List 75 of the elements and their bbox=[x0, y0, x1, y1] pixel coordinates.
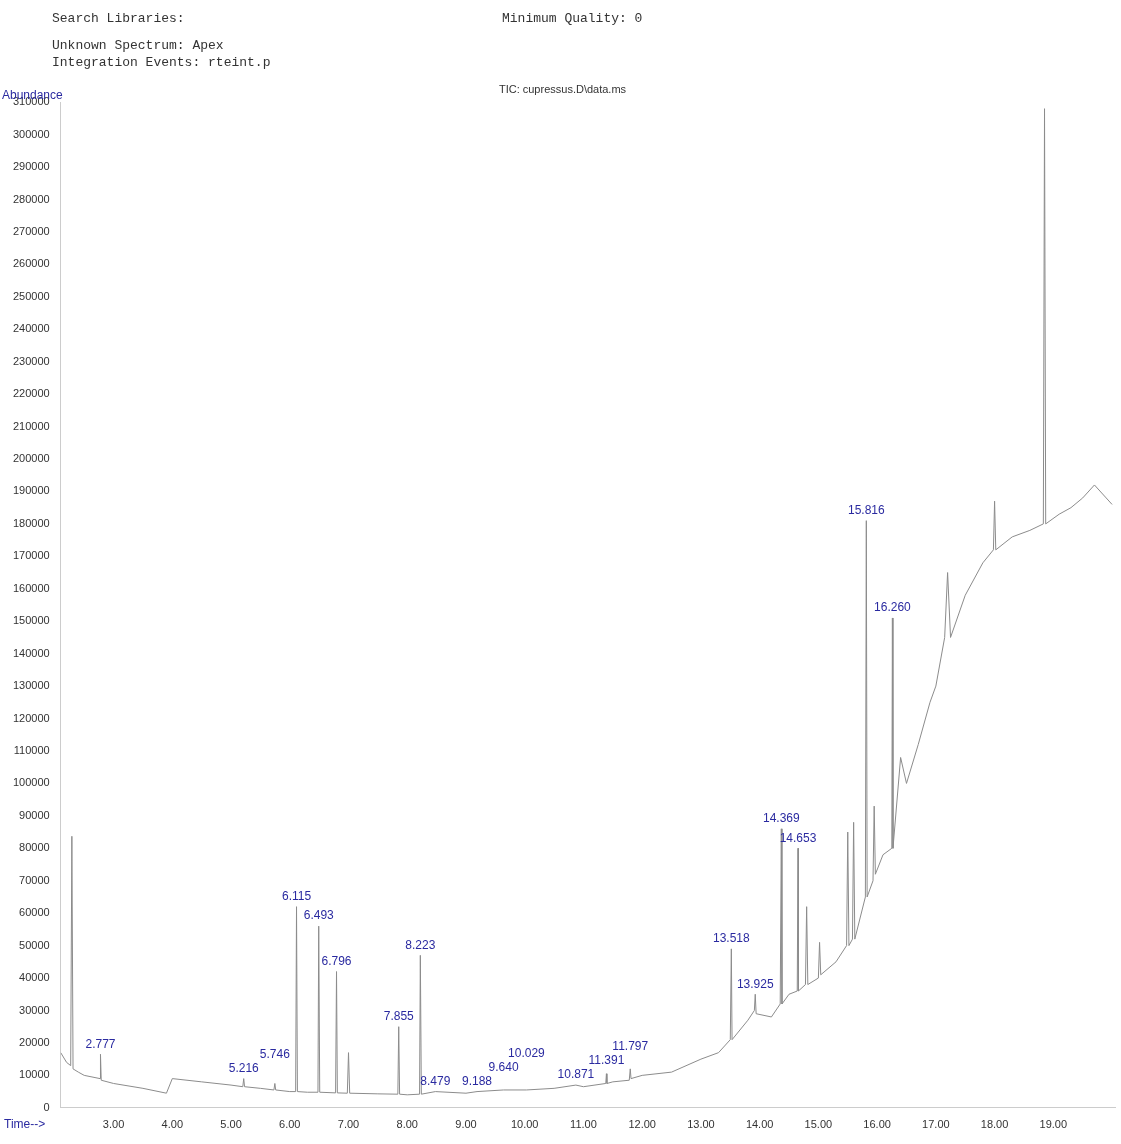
y-tick-label: 50000 bbox=[19, 938, 50, 951]
y-tick-label: 100000 bbox=[12, 776, 50, 789]
y-tick-label: 120000 bbox=[12, 711, 50, 724]
y-tick-label: 90000 bbox=[19, 808, 50, 821]
y-tick-label: 270000 bbox=[12, 224, 50, 237]
x-tick-label: 13.00 bbox=[687, 1118, 715, 1131]
x-tick-label: 8.00 bbox=[396, 1118, 418, 1131]
annotation: 8.479 bbox=[420, 1073, 451, 1088]
x-tick-label: 17.00 bbox=[922, 1118, 950, 1131]
text: Integration Events: rteint.p bbox=[52, 54, 272, 71]
annotation: 6.493 bbox=[303, 908, 335, 923]
x-tick-label: 18.00 bbox=[980, 1118, 1009, 1131]
annotation: 7.855 bbox=[383, 1009, 415, 1024]
y-tick-label: 250000 bbox=[12, 289, 50, 302]
y-tick-label: 170000 bbox=[12, 549, 50, 562]
y-tick-label: 210000 bbox=[12, 419, 50, 432]
y-tick-label: 0 bbox=[43, 1100, 50, 1113]
annotation: 2.777 bbox=[85, 1036, 116, 1051]
y-tick-label: 240000 bbox=[12, 322, 50, 335]
x-tick-label: 9.00 bbox=[455, 1118, 477, 1131]
annotation: 14.369 bbox=[762, 811, 800, 826]
annotation: 11.391 bbox=[588, 1053, 625, 1068]
text: Search Libraries: bbox=[52, 10, 186, 27]
y-tick-label: 40000 bbox=[19, 971, 50, 984]
y-tick-label: 80000 bbox=[19, 841, 50, 854]
x-tick-label: 16.00 bbox=[863, 1118, 891, 1131]
annotation: 9.640 bbox=[488, 1059, 519, 1074]
x-tick-label: 11.00 bbox=[570, 1118, 597, 1131]
annotation: 10.029 bbox=[508, 1045, 546, 1060]
y-tick-label: 230000 bbox=[12, 354, 50, 367]
y-tick-label: 200000 bbox=[12, 452, 50, 465]
y-tick-label: 190000 bbox=[12, 484, 50, 497]
x-tick-label: 15.00 bbox=[804, 1118, 833, 1131]
annotation: 13.518 bbox=[712, 931, 751, 946]
x-tick-label: 4.00 bbox=[161, 1118, 184, 1131]
y-tick-label: 70000 bbox=[19, 873, 50, 886]
annotation: 15.816 bbox=[847, 502, 885, 517]
annotation: 9.188 bbox=[462, 1073, 493, 1088]
y-tick-label: 110000 bbox=[13, 744, 50, 757]
x-tick-label: 10.00 bbox=[510, 1118, 539, 1131]
y-tick-label: 30000 bbox=[19, 1003, 50, 1016]
y-tick-label: 220000 bbox=[12, 387, 50, 400]
y-tick-label: 150000 bbox=[12, 614, 50, 627]
y-tick-label: 180000 bbox=[12, 516, 50, 529]
y-tick-label: 140000 bbox=[12, 646, 50, 659]
y-tick-label: 160000 bbox=[12, 581, 50, 594]
annotation: 13.925 bbox=[736, 976, 774, 991]
annotation: 11.797 bbox=[612, 1039, 649, 1054]
annotation: 16.260 bbox=[874, 600, 912, 615]
chart-title: TIC: cupressus.D\data.ms bbox=[498, 82, 627, 95]
annotation: 8.223 bbox=[405, 937, 436, 952]
annotation: 6.115 bbox=[281, 888, 312, 903]
x-tick-label: 12.00 bbox=[628, 1118, 656, 1131]
x-tick-label: 7.00 bbox=[337, 1118, 360, 1131]
y-tick-label: 60000 bbox=[19, 906, 50, 919]
annotation: 5.746 bbox=[259, 1046, 291, 1061]
text: Minimum Quality: 0 bbox=[502, 10, 644, 27]
annotation: 5.216 bbox=[228, 1060, 260, 1075]
x-tick-label: 6.00 bbox=[279, 1118, 301, 1131]
y-tick-label: 290000 bbox=[12, 160, 50, 173]
annotation: 6.796 bbox=[321, 953, 352, 968]
x-tick-label: 5.00 bbox=[220, 1118, 242, 1131]
y-tick-label: 130000 bbox=[12, 679, 50, 692]
y-tick-label: 260000 bbox=[12, 257, 50, 270]
x-tick-label: 19.00 bbox=[1039, 1118, 1068, 1131]
x-tick-label: 3.00 bbox=[102, 1118, 125, 1131]
y-tick-label: 20000 bbox=[19, 1035, 50, 1048]
annotation: 10.871 bbox=[557, 1067, 595, 1082]
y-tick-label: 300000 bbox=[12, 127, 50, 140]
text: Unknown Spectrum: Apex bbox=[52, 37, 225, 54]
x-axis-title: Time--> bbox=[4, 1117, 46, 1132]
annotation: 14.653 bbox=[779, 830, 817, 845]
y-tick-label: 280000 bbox=[12, 192, 50, 205]
y-tick-label: 10000 bbox=[19, 1068, 50, 1081]
x-tick-label: 14.00 bbox=[745, 1118, 774, 1131]
